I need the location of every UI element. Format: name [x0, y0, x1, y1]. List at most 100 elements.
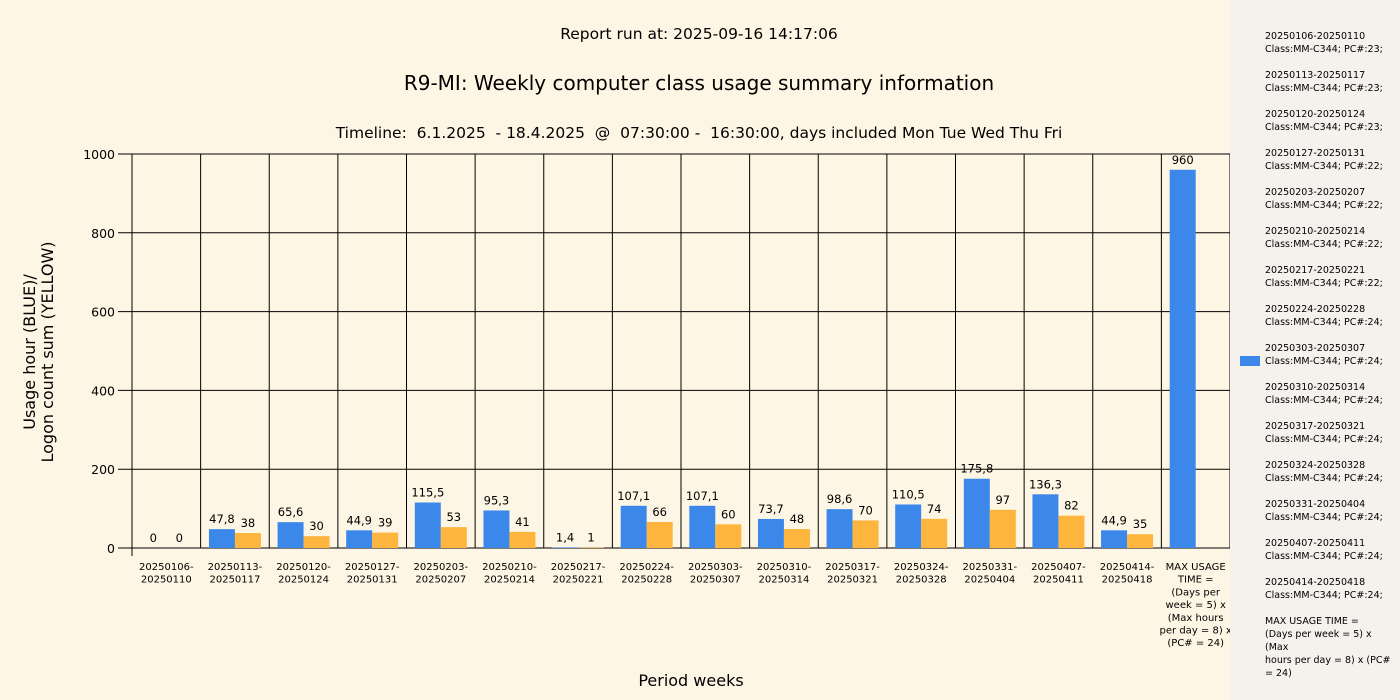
legend-item-line: 20250217-20250221 — [1265, 265, 1366, 276]
x-tick-label-line: (Days per — [1171, 587, 1221, 598]
usage-bar-6 — [552, 547, 579, 548]
y-axis-label-line-1: Usage hour (BLUE)/ — [20, 274, 39, 430]
x-tick-label-line: 20250120- — [276, 562, 331, 573]
logon-bar-5 — [509, 531, 536, 548]
legend-item: 20250127-20250131 Class:MM-C344; PC#:22; — [1265, 147, 1397, 173]
legend-panel: 20250106-20250110 Class:MM-C344; PC#:23; 2… — [1230, 0, 1400, 700]
usage-value-label-4: 115,5 — [411, 485, 444, 499]
legend-item-line: 20250120-20250124 — [1265, 109, 1366, 120]
usage-bar-9 — [757, 518, 784, 548]
usage-bar-13 — [1032, 494, 1059, 548]
x-tick-label-line: 20250310- — [757, 562, 812, 573]
legend-item: 20250303-20250307 Class:MM-C344; PC#:24; — [1265, 342, 1397, 368]
legend-item: 20250310-20250314 Class:MM-C344; PC#:24; — [1265, 381, 1397, 407]
legend-item: 20250324-20250328 Class:MM-C344; PC#:24; — [1265, 459, 1397, 485]
logon-bar-7 — [646, 521, 673, 548]
logon-value-label-3: 39 — [378, 516, 393, 530]
legend-item-line: hours per day = 8) x (PC# — [1265, 655, 1391, 666]
usage-value-label-8: 107,1 — [686, 489, 719, 503]
x-tick-label-15: MAX USAGE TIME = (Days per week = 5) x (Max … — [1160, 562, 1230, 649]
legend-item-line: 20250224-20250228 — [1265, 304, 1366, 315]
legend-item: 20250217-20250221 Class:MM-C344; PC#:22; — [1265, 264, 1397, 290]
legend-item-line: Class:MM-C344; PC#:24; — [1265, 356, 1383, 367]
x-tick-label-12: 20250331- 20250404 — [963, 562, 1018, 586]
x-tick-label-8: 20250303- 20250307 — [688, 562, 743, 586]
legend-item: 20250331-20250404 Class:MM-C344; PC#:24; — [1265, 498, 1397, 524]
x-tick-label-line: 20250307 — [690, 575, 741, 586]
usage-value-label-3: 44,9 — [346, 513, 372, 527]
legend-item: MAX USAGE TIME = (Days per week = 5) x (M… — [1265, 615, 1397, 680]
usage-value-label-5: 95,3 — [484, 493, 510, 507]
logon-bar-14 — [1127, 534, 1154, 548]
legend-item-line: 20250203-20250207 — [1265, 187, 1366, 198]
usage-value-label-1: 47,8 — [209, 512, 235, 526]
x-tick-label-2: 20250120- 20250124 — [276, 562, 331, 586]
legend-item-line: Class:MM-C344; PC#:24; — [1265, 551, 1383, 562]
legend-item-line: Class:MM-C344; PC#:23; — [1265, 83, 1383, 94]
logon-bar-3 — [372, 532, 399, 548]
x-tick-label-line: 20250127- — [345, 562, 400, 573]
usage-value-label-12: 175,8 — [960, 462, 993, 476]
legend-item: 20250224-20250228 Class:MM-C344; PC#:24; — [1265, 303, 1397, 329]
usage-bar-11 — [895, 504, 922, 548]
x-tick-label-line: week = 5) x — [1166, 600, 1226, 611]
x-tick-label-line: (Max hours — [1168, 613, 1224, 624]
usage-value-label-6: 1,4 — [556, 530, 574, 544]
x-tick-label-line: 20250210- — [482, 562, 537, 573]
legend-item-line: 20250317-20250321 — [1265, 421, 1366, 432]
usage-bar-4 — [414, 502, 441, 548]
logon-bar-10 — [852, 520, 879, 548]
y-tick-label-5: 1000 — [83, 147, 115, 162]
x-tick-label-4: 20250203- 20250207 — [414, 562, 469, 586]
logon-bar-12 — [989, 509, 1016, 548]
legend-item: 20250407-20250411 Class:MM-C344; PC#:24; — [1265, 537, 1397, 563]
x-tick-label-line: 20250407- — [1031, 562, 1086, 573]
logon-bar-1 — [234, 533, 261, 548]
legend-item-line: 20250331-20250404 — [1265, 499, 1366, 510]
legend-item-line: 20250407-20250411 — [1265, 538, 1366, 549]
x-tick-label-line: 20250224- — [619, 562, 674, 573]
legend-item-line: = 24) — [1265, 668, 1292, 679]
x-tick-label-line: 20250404 — [964, 575, 1015, 586]
legend-item-line: Class:MM-C344; PC#:23; — [1265, 44, 1383, 55]
x-tick-label-5: 20250210- 20250214 — [482, 562, 537, 586]
x-tick-label-line: 20250221 — [553, 575, 604, 586]
y-tick-label-1: 200 — [91, 462, 115, 477]
x-tick-label-line: 20250217- — [551, 562, 606, 573]
usage-value-label-14: 44,9 — [1101, 513, 1127, 527]
usage-bar-10 — [826, 509, 853, 548]
legend-item-line: Class:MM-C344; PC#:22; — [1265, 239, 1383, 250]
logon-value-label-5: 41 — [515, 515, 530, 529]
x-tick-label-line: 20250411 — [1033, 575, 1084, 586]
x-tick-label-3: 20250127- 20250131 — [345, 562, 400, 586]
x-tick-label-line: 20250131 — [347, 575, 398, 586]
legend-item-line: 20250310-20250314 — [1265, 382, 1366, 393]
x-tick-label-line: 20250324- — [894, 562, 949, 573]
x-tick-label-13: 20250407- 20250411 — [1031, 562, 1086, 586]
logon-value-label-7: 66 — [652, 505, 667, 519]
legend-item-line: (Days per week = 5) x (Max — [1265, 629, 1372, 653]
usage-bar-12 — [963, 478, 990, 548]
y-tick-label-2: 400 — [91, 383, 115, 398]
logon-value-label-4: 53 — [446, 510, 461, 524]
usage-bar-2 — [277, 522, 304, 548]
bar-chart: Report run at: 2025-09-16 14:17:06 R9-MI… — [20, 25, 1230, 690]
x-tick-label-6: 20250217- 20250221 — [551, 562, 606, 586]
usage-bar-14 — [1101, 530, 1128, 548]
logon-value-label-8: 60 — [721, 507, 736, 521]
legend-item-line: 20250113-20250117 — [1265, 70, 1366, 81]
usage-bar-5 — [483, 510, 510, 548]
y-axis-label-group: Usage hour (BLUE)/ Logon count sum (YELL… — [20, 241, 57, 462]
logon-value-label-1: 38 — [241, 516, 256, 530]
x-tick-label-14: 20250414- 20250418 — [1100, 562, 1155, 586]
logon-value-label-10: 70 — [858, 503, 873, 517]
axis-layer: 0200400600800100020250106-20250110202501… — [83, 147, 1230, 649]
legend-item: 20250317-20250321 Class:MM-C344; PC#:24; — [1265, 420, 1397, 446]
legend-swatch — [1240, 356, 1260, 366]
legend-item: 20250120-20250124 Class:MM-C344; PC#:23; — [1265, 108, 1397, 134]
x-tick-label-line: 20250207 — [415, 575, 466, 586]
x-tick-label-line: 20250314 — [758, 575, 809, 586]
usage-value-label-10: 98,6 — [827, 492, 853, 506]
x-tick-label-line: 20250117 — [209, 575, 260, 586]
logon-value-label-12: 97 — [995, 493, 1010, 507]
